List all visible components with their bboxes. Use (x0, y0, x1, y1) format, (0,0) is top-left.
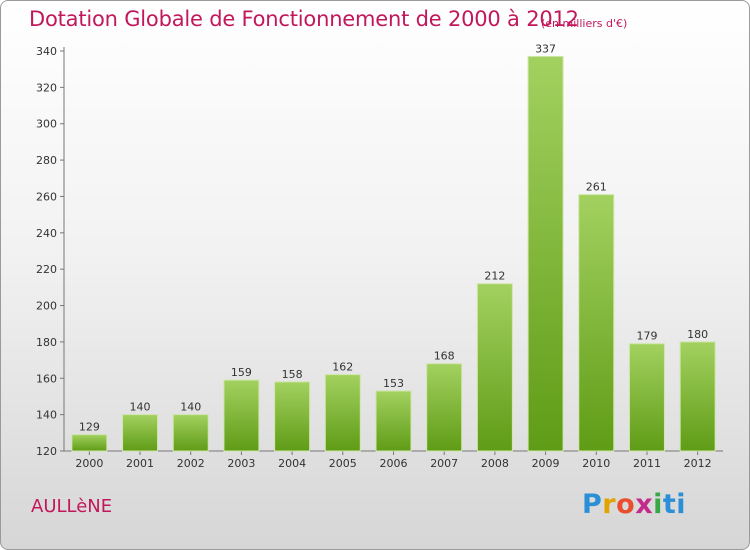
y-tick-label: 300 (36, 118, 57, 131)
y-tick-label: 280 (36, 154, 57, 167)
commune-name: AULLèNE (31, 496, 113, 517)
bar-2005 (324, 374, 361, 452)
data-label-2005: 162 (332, 361, 353, 374)
bar-2008 (476, 283, 513, 452)
x-tick-label-2009: 2009 (532, 457, 560, 470)
bar-2001 (122, 414, 159, 452)
data-label-2002: 140 (180, 401, 201, 414)
proxiti-logo: Proxiti (582, 489, 686, 520)
x-tick-label-2000: 2000 (75, 457, 103, 470)
y-tick-label: 180 (36, 336, 57, 349)
y-tick-label: 260 (36, 190, 57, 203)
y-tick-label: 200 (36, 300, 57, 313)
data-label-2000: 129 (79, 421, 100, 434)
chart-axes: 120 140 160 180 200 220 240 260 280 300 320 340 2000… (36, 45, 723, 470)
logo-letter: r (602, 489, 617, 520)
bar-2011 (628, 343, 665, 452)
chart-title: Dotation Globale de Fonctionnement de 20… (29, 7, 579, 31)
x-tick-label-2003: 2003 (227, 457, 255, 470)
y-tick-label: 120 (36, 445, 57, 458)
data-label-2006: 153 (383, 377, 404, 390)
bar-2006 (375, 390, 412, 452)
x-tick-label-2011: 2011 (633, 457, 661, 470)
bar-2002 (172, 414, 209, 452)
logo-letter: o (616, 489, 636, 520)
data-label-2009: 337 (535, 42, 556, 55)
y-tick-label: 140 (36, 409, 57, 422)
x-tick-label-2008: 2008 (481, 457, 509, 470)
chart-labels: 129 140 140 159 158 162 153 168 212 337 261 179 180 (79, 42, 708, 433)
y-tick-label: 220 (36, 263, 57, 276)
bar-2009 (527, 55, 564, 452)
data-label-2012: 180 (687, 328, 708, 341)
y-tick-label: 320 (36, 81, 57, 94)
data-label-2008: 212 (484, 270, 505, 283)
x-tick-label-2010: 2010 (582, 457, 610, 470)
data-label-2011: 179 (636, 330, 657, 343)
x-tick-label-2007: 2007 (430, 457, 458, 470)
x-tick-label-2005: 2005 (329, 457, 357, 470)
x-tick-label-2002: 2002 (177, 457, 205, 470)
y-tick-label: 340 (36, 45, 57, 58)
bar-2010 (578, 194, 615, 452)
bar-2007 (426, 363, 463, 452)
unit-label: (en milliers d'€) (541, 17, 628, 30)
x-tick-label-2012: 2012 (684, 457, 712, 470)
x-tick-label-2001: 2001 (126, 457, 154, 470)
logo-letter: P (582, 489, 603, 520)
data-label-2003: 159 (231, 366, 252, 379)
x-tick-label-2006: 2006 (380, 457, 408, 470)
data-label-2004: 158 (282, 368, 303, 381)
bar-2003 (223, 379, 260, 452)
bar-2000 (71, 434, 108, 452)
bar-2004 (274, 381, 311, 452)
y-tick-label: 240 (36, 227, 57, 240)
data-label-2010: 261 (586, 181, 607, 194)
bar-2012 (679, 341, 716, 452)
logo-letter: i (653, 489, 663, 520)
data-label-2001: 140 (130, 401, 151, 414)
logo-letter: ti (662, 489, 687, 520)
x-tick-label-2004: 2004 (278, 457, 306, 470)
data-label-2007: 168 (434, 350, 455, 363)
logo-letter: x (635, 489, 654, 520)
y-tick-label: 160 (36, 372, 57, 385)
chart-bars (71, 55, 716, 452)
